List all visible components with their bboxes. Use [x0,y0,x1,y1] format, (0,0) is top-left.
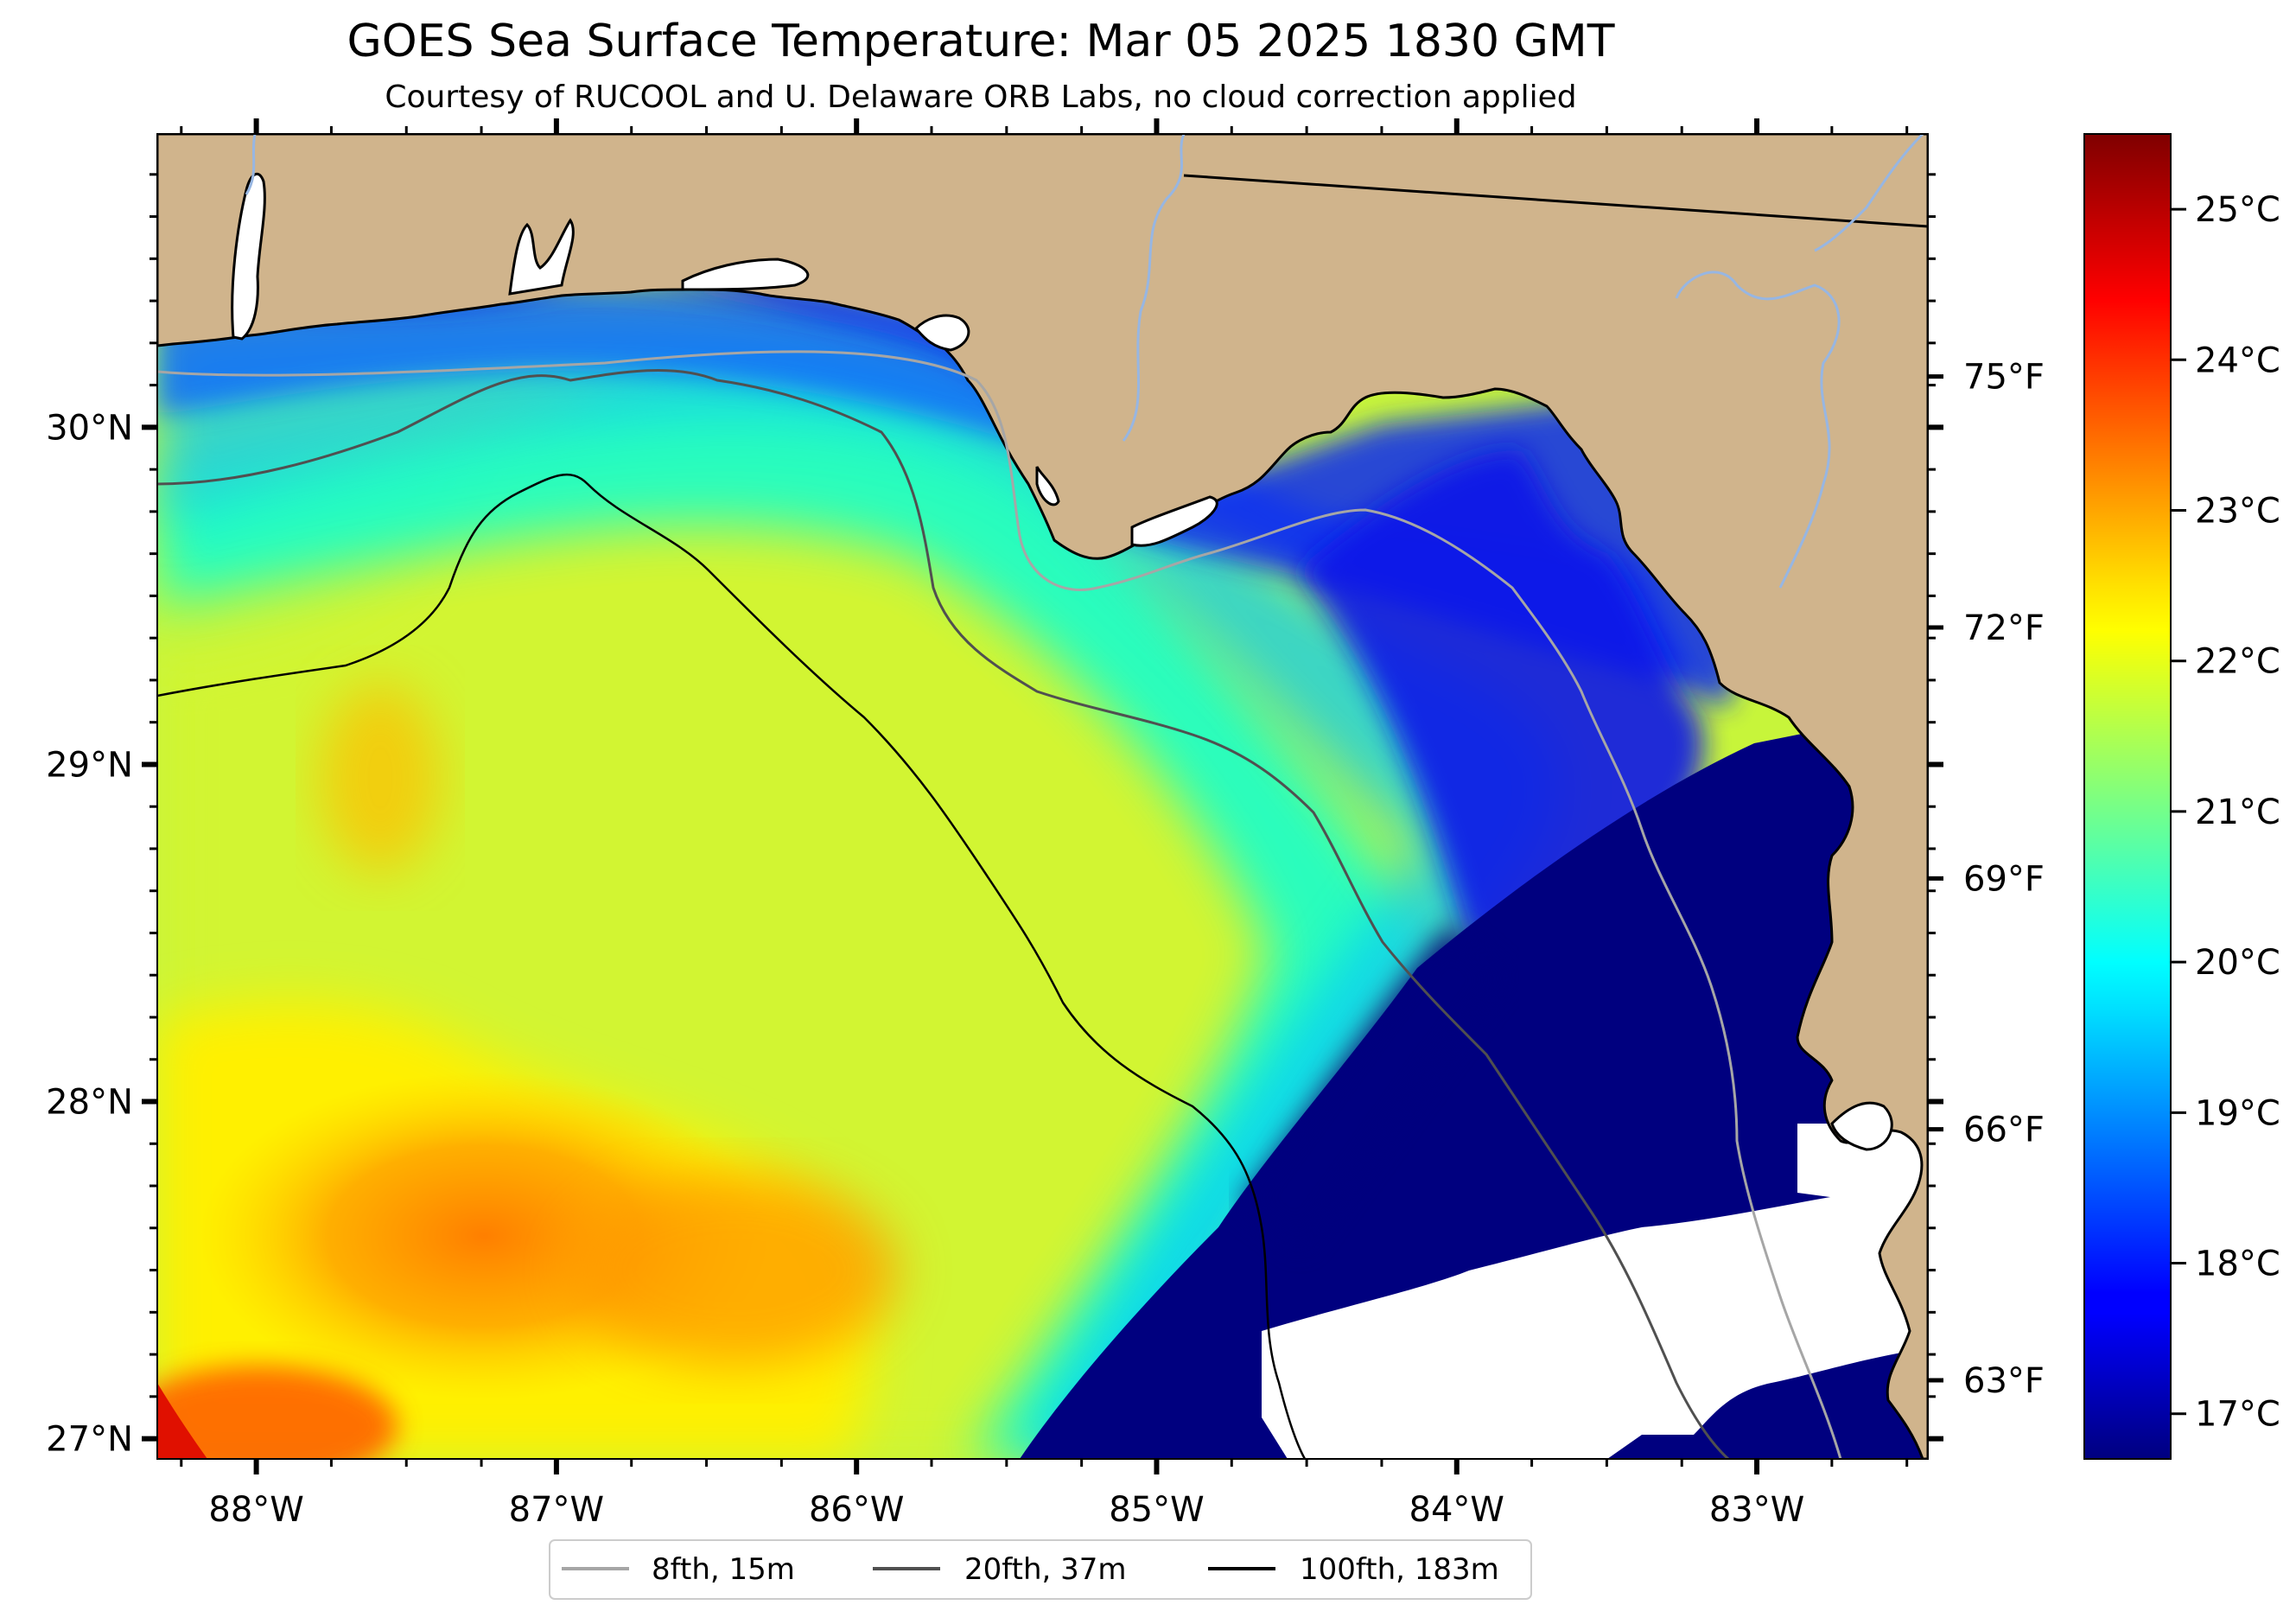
lon-tick-label-2: 86°W [809,1490,904,1530]
fahrenheit-label-2: 69°F [1963,859,2045,899]
lon-tick-label-4: 84°W [1409,1490,1504,1530]
celsius-label-5: 22°C [2195,642,2280,682]
fahrenheit-label-1: 66°F [1963,1111,2045,1150]
celsius-label-2: 19°C [2195,1093,2280,1133]
contour-20fth-37m [157,368,1730,1459]
legend-label-20fth: 20fth, 37m [964,1552,1127,1587]
bathymetry-contours [157,350,1842,1459]
state-boundary [1183,174,1928,228]
legend-label-100fth: 100fth, 183m [1300,1552,1499,1587]
lon-tick-label-0: 88°W [208,1490,303,1530]
celsius-label-7: 24°C [2195,341,2280,380]
lat-tick-label-3: 27°N [46,1420,133,1460]
legend-box [549,1539,1532,1600]
lat-tick-label-0: 30°N [46,408,133,448]
lon-tick-label-3: 85°W [1109,1490,1204,1530]
map-frame [156,133,1929,1460]
celsius-label-0: 17°C [2195,1395,2280,1435]
celsius-label-8: 25°C [2195,190,2280,230]
no-data-areas [1262,1124,1928,1459]
lat-tick-label-2: 28°N [46,1083,133,1123]
latitude-axis: 30°N 29°N 28°N 27°N [46,408,1943,1460]
colorbar-celsius-ticks: 17°C 18°C 19°C 20°C 21°C 22°C 23°C 24°C 25°C [2171,190,2280,1435]
fahrenheit-label-0: 63°F [1963,1361,2045,1401]
lon-tick-label-5: 83°W [1709,1490,1804,1530]
lat-tick-label-1: 29°N [46,745,133,785]
minor-ticks [149,126,1936,1467]
map-title: GOES Sea Surface Temperature: Mar 05 202… [347,16,1615,67]
contour-legend: 8fth, 15m 20fth, 37m 100fth, 183m [549,1539,1532,1600]
longitude-axis: 88°W 87°W 86°W 85°W 84°W 83°W [208,118,1804,1530]
contour-100fth-183m [157,473,1307,1459]
lon-tick-label-1: 87°W [509,1490,604,1530]
land-area [157,134,1928,1459]
fahrenheit-label-3: 72°F [1963,608,2045,648]
sst-field [157,134,1928,1459]
colorbar-fahrenheit-ticks: 63°F 66°F 69°F 72°F 75°F [1928,358,2045,1401]
celsius-label-3: 20°C [2195,943,2280,983]
legend-label-8fth: 8fth, 15m [652,1552,795,1587]
celsius-label-4: 21°C [2195,793,2280,832]
rivers [245,134,1924,589]
map-subtitle: Courtesy of RUCOOL and U. Delaware ORB L… [385,80,1577,115]
celsius-label-6: 23°C [2195,492,2280,532]
colorbar [2083,133,2172,1460]
fahrenheit-label-4: 75°F [1963,358,2045,398]
map-area [157,134,1928,1459]
celsius-label-1: 18°C [2195,1245,2280,1284]
colorbar-gradient [2083,133,2172,1460]
contour-8fth-15m [157,350,1842,1459]
coastal-bays [231,172,1893,1151]
